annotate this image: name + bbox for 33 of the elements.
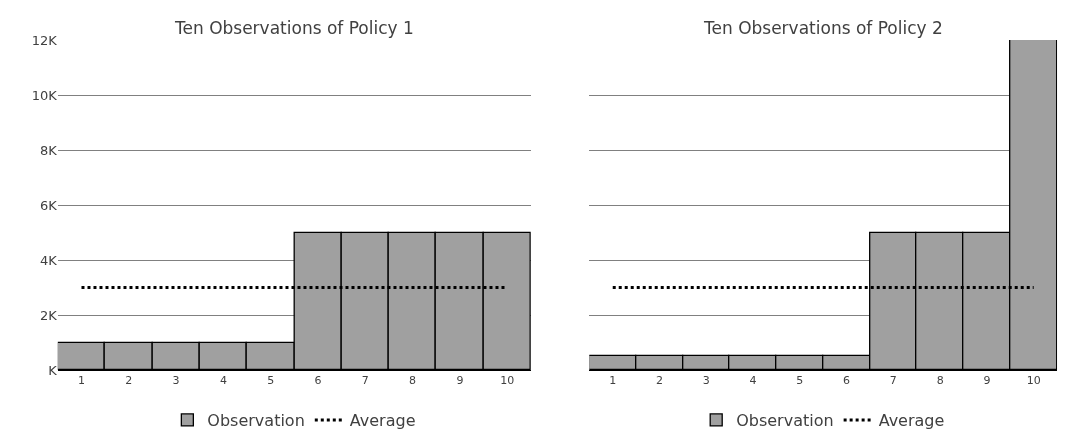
chart-title: Ten Observations of Policy 1 — [174, 18, 414, 38]
legend-label: Average — [878, 411, 945, 431]
x-tick-label: 8 — [936, 374, 944, 388]
legend-label: Observation — [736, 411, 834, 431]
x-tick-label: 2 — [125, 374, 133, 388]
legend-label: Average — [349, 411, 416, 431]
y-tick-label: 8K — [40, 142, 58, 158]
x-tick-label: 9 — [983, 374, 991, 388]
x-tick-label: 2 — [655, 374, 663, 388]
x-tick-label: 7 — [889, 374, 897, 388]
legend-label: Observation — [207, 411, 305, 431]
x-tick-label: 1 — [77, 374, 85, 388]
x-tick-label: 1 — [609, 374, 617, 388]
x-tick-label: 3 — [702, 374, 710, 388]
x-tick-label: 3 — [172, 374, 180, 388]
x-tick-label: 7 — [361, 374, 369, 388]
x-tick-label: 9 — [456, 374, 464, 388]
x-tick-label: 10 — [1026, 374, 1041, 388]
x-tick-label: 8 — [409, 374, 417, 388]
chart-title: Ten Observations of Policy 2 — [703, 18, 943, 38]
y-tick-label: 2K — [40, 307, 58, 323]
y-tick-label: 10K — [31, 87, 58, 103]
x-tick-label: 6 — [843, 374, 851, 388]
y-tick-label: K — [48, 362, 58, 378]
x-tick-label: 5 — [796, 374, 804, 388]
y-tick-label: 6K — [40, 197, 58, 213]
y-tick-label: 4K — [40, 252, 58, 268]
x-tick-label: 5 — [267, 374, 275, 388]
x-tick-label: 4 — [749, 374, 757, 388]
x-tick-label: 4 — [219, 374, 227, 388]
x-tick-label: 10 — [500, 374, 515, 388]
y-tick-label: 12K — [31, 32, 58, 48]
x-tick-label: 6 — [314, 374, 322, 388]
